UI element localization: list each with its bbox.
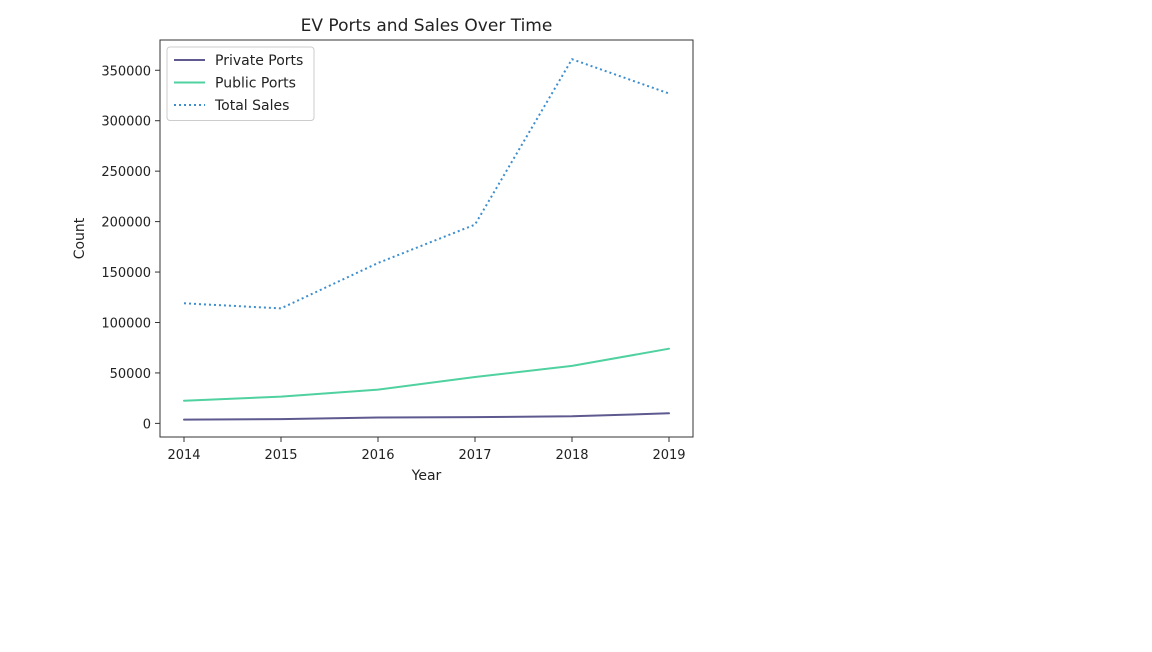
legend-label: Total Sales	[214, 98, 289, 114]
legend-label: Private Ports	[215, 53, 303, 69]
y-tick-label: 100000	[101, 316, 151, 331]
x-axis: 2014 2015 2016 2017 2018 2019	[167, 437, 686, 463]
x-tick-label: 2016	[361, 448, 394, 463]
x-tick-label: 2015	[264, 448, 297, 463]
series-line-total-sales	[183, 58, 670, 310]
y-tick-label: 200000	[101, 216, 151, 231]
x-tick-label: 2018	[555, 448, 588, 463]
y-axis-label: Count	[72, 217, 88, 259]
y-tick-label: 350000	[101, 64, 151, 79]
plot-lines	[183, 58, 670, 421]
legend-box	[166, 46, 315, 121]
y-tick-label: 50000	[110, 367, 151, 382]
x-axis-label: Year	[411, 468, 442, 484]
y-tick-label: 300000	[101, 115, 151, 130]
legend: Private Ports Public Ports Total Sales	[166, 46, 315, 121]
y-tick-label: 0	[143, 417, 151, 432]
x-tick-label: 2014	[167, 448, 200, 463]
plot-frame	[159, 39, 694, 438]
y-axis: 0 50000 100000 150000 200000 250000 300000 3500…	[101, 64, 160, 432]
series-line-private-ports	[183, 412, 670, 421]
series-line-public-ports	[183, 347, 670, 402]
x-tick-label: 2017	[458, 448, 491, 463]
y-tick-label: 250000	[101, 165, 151, 180]
legend-label: Public Ports	[215, 76, 296, 92]
x-tick-label: 2019	[652, 448, 685, 463]
y-tick-label: 150000	[101, 266, 151, 281]
chart-title: EV Ports and Sales Over Time	[301, 16, 553, 36]
